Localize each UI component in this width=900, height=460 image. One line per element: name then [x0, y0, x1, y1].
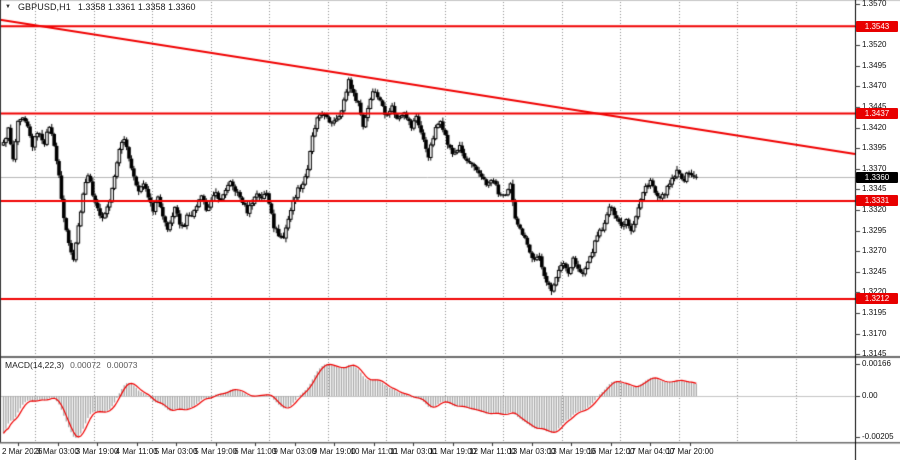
time-tick-label: 4 Mar 11:00 — [115, 447, 158, 456]
quote-ohlc-label: 1.3358 1.3361 1.3358 1.3360 — [77, 2, 196, 12]
time-tick-label: 3 Mar 03:00 — [36, 447, 79, 456]
time-tick-label: 10 Mar 11:00 — [350, 447, 398, 456]
time-tick-label: 9 Mar 19:00 — [312, 447, 356, 456]
level-price-badge: 1.3543 — [856, 20, 898, 32]
price-tick-label: 1.3445 — [862, 102, 887, 111]
macd-tick-label: 0.00 — [862, 391, 878, 400]
level-price-badge: 1.3331 — [856, 195, 898, 207]
time-tick-label: 2 Mar 2026 — [2, 447, 43, 456]
time-tick-label: 17 Mar 20:00 — [666, 447, 714, 456]
time-tick-label: 12 Mar 11:00 — [469, 447, 516, 456]
time-tick-label: 6 Mar 11:00 — [234, 447, 277, 456]
macd-tick-label: 0.00166 — [862, 359, 891, 368]
current-price-badge: 1.3360 — [856, 171, 898, 183]
time-tick-label: 5 Mar 19:00 — [194, 447, 237, 456]
time-tick-label: 13 Mar 19:00 — [547, 447, 595, 456]
indicator-signal-value: 0.00073 — [106, 360, 138, 370]
indicator-name-label: MACD(14,22,3) — [5, 360, 65, 370]
indicator-main-value: 0.00072 — [70, 360, 101, 370]
level-price-badge: 1.3212 — [856, 293, 898, 305]
price-tick-label: 1.3295 — [862, 225, 887, 235]
price-tick-label: 1.3245 — [862, 266, 887, 276]
price-tick-label: 1.3570 — [862, 0, 887, 8]
time-tick-label: 16 Mar 12:00 — [587, 447, 635, 456]
price-tick-label: 1.3370 — [862, 163, 887, 173]
price-tick-label: 1.3270 — [862, 246, 887, 256]
price-tick-label: 1.3395 — [862, 143, 887, 153]
price-tick-label: 1.3420 — [862, 122, 887, 132]
price-tick-label: 1.3195 — [862, 308, 887, 317]
price-tick-label: 1.3345 — [862, 184, 887, 194]
time-tick-label: 5 Mar 03:00 — [154, 447, 198, 456]
price-tick-label: 1.3145 — [862, 349, 887, 359]
expand-arrow-icon[interactable]: ▼ — [5, 4, 11, 10]
price-tick-label: 1.3520 — [862, 40, 887, 50]
price-tick-label: 1.3170 — [862, 328, 887, 338]
time-tick-label: 13 Mar 03:00 — [508, 447, 556, 456]
time-tick-label: 11 Mar 19:00 — [429, 447, 477, 456]
macd-tick-label: -0.00205 — [862, 432, 894, 441]
time-tick-label: 17 Mar 04:00 — [626, 447, 675, 456]
time-tick-label: 9 Mar 03:00 — [273, 447, 317, 456]
symbol-period-label: GBPUSD,H1 — [17, 2, 71, 12]
price-tick-label: 1.3220 — [862, 287, 887, 297]
indicator-label: MACD(14,22,3) 0.00072 0.00073 — [5, 360, 138, 370]
price-tick-label: 1.3320 — [862, 205, 887, 214]
time-tick-label: 3 Mar 19:00 — [75, 447, 119, 456]
time-tick-label: 11 Mar 03:00 — [390, 447, 437, 456]
level-price-badge: 1.3437 — [856, 108, 898, 120]
chart-title: ▼ GBPUSD,H1 1.3358 1.3361 1.3358 1.3360 — [5, 2, 196, 12]
price-tick-label: 1.3470 — [862, 81, 887, 91]
price-tick-label: 1.3495 — [862, 60, 887, 70]
